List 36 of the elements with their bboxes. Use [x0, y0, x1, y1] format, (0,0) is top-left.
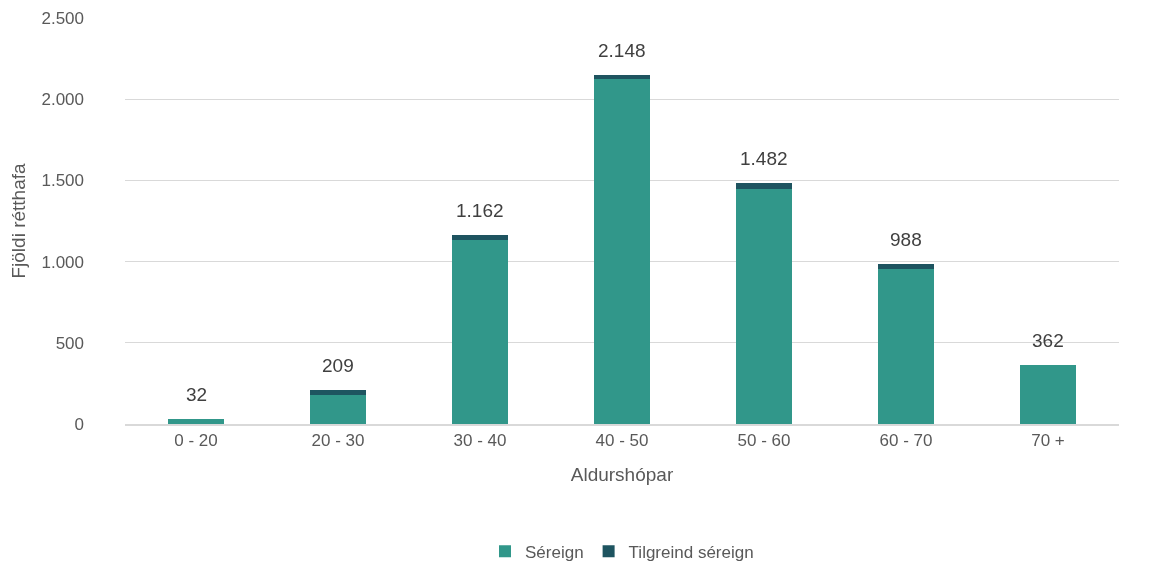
- bar: [877, 263, 935, 269]
- y-tick-label: 2.500: [41, 8, 84, 28]
- total-label: 2.148: [598, 40, 646, 61]
- y-axis-title: Fjöldi rétthafa: [8, 163, 30, 279]
- x-tick-label: 20 - 30: [311, 431, 365, 451]
- legend-label: Tilgreind séreign: [628, 542, 754, 562]
- total-label: 362: [1032, 330, 1064, 351]
- y-tick-label: 1.000: [41, 252, 84, 272]
- x-tick-label: 50 - 60: [737, 431, 791, 451]
- x-tick-label: 70 +: [1031, 431, 1065, 451]
- bar: [735, 189, 793, 424]
- bar: [877, 268, 935, 424]
- bar: [451, 240, 509, 424]
- y-tick-label: 0: [74, 414, 84, 434]
- x-axis-title: Aldurshópar: [570, 463, 674, 485]
- x-tick-label: 40 - 50: [595, 431, 649, 451]
- bar: [593, 75, 651, 80]
- total-label: 1.162: [456, 200, 504, 221]
- legend-label: Séreign: [525, 542, 584, 562]
- total-label: 32: [186, 384, 208, 405]
- bar: [167, 418, 225, 424]
- y-tick-label: 2.000: [41, 90, 84, 110]
- bar: [309, 395, 367, 424]
- total-label: 209: [322, 355, 354, 376]
- x-tick-label: 60 - 70: [879, 431, 933, 451]
- bar: [735, 183, 793, 190]
- x-tick-label: 0 - 20: [174, 431, 218, 451]
- y-tick-label: 500: [55, 333, 84, 353]
- bar: [451, 235, 509, 241]
- bar: [593, 79, 651, 424]
- total-label: 988: [890, 229, 922, 250]
- x-tick-label: 30 - 40: [453, 431, 507, 451]
- total-label: 1.482: [740, 148, 788, 169]
- bar: [1019, 365, 1077, 424]
- y-tick-label: 1.500: [41, 171, 84, 191]
- bar: [309, 390, 367, 396]
